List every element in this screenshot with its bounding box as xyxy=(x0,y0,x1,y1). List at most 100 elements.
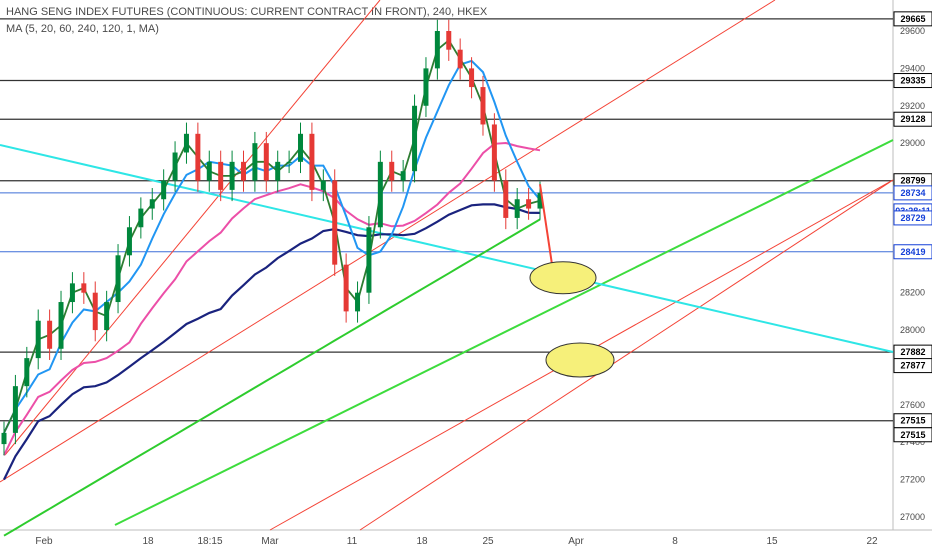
candle-body xyxy=(503,180,509,218)
candle-body xyxy=(434,31,440,69)
candle-body xyxy=(206,161,212,181)
price-badge-label: 29128 xyxy=(900,114,925,124)
x-tick-label: 25 xyxy=(482,536,494,547)
price-badge xyxy=(893,73,932,89)
candle-body xyxy=(263,143,269,181)
price-badge-label: 28729 xyxy=(900,213,925,223)
ma240-line xyxy=(3,218,541,537)
x-tick-label: Apr xyxy=(568,536,584,547)
candle-body xyxy=(457,49,463,69)
price-badge xyxy=(893,210,932,226)
candle-body xyxy=(195,133,201,181)
candle-body xyxy=(469,68,475,88)
candle-body xyxy=(12,386,18,433)
price-badge-label: 27515 xyxy=(900,430,925,440)
x-tick-label: 15 xyxy=(766,536,778,547)
ma60-line xyxy=(3,141,541,456)
candle-body xyxy=(229,161,235,190)
price-badge-label: 28799 xyxy=(900,176,925,186)
cyan-trendline xyxy=(0,144,894,353)
ma-legend: MA (5, 20, 60, 240, 120, 1, MA) xyxy=(6,23,159,35)
price-badge xyxy=(893,111,932,127)
y-tick-label: 28200 xyxy=(900,288,925,298)
candle-body xyxy=(115,255,121,303)
y-tick-label: 27000 xyxy=(900,512,925,522)
price-badge xyxy=(893,185,932,201)
candle-body xyxy=(298,133,304,162)
ma5-line xyxy=(3,38,541,434)
candle-body xyxy=(218,161,224,190)
candle-body xyxy=(126,227,132,256)
target-zone-ellipse xyxy=(545,342,615,378)
candle-body xyxy=(480,87,486,125)
candle-body xyxy=(537,192,543,209)
red-channel-line xyxy=(4,0,381,456)
candle-body xyxy=(491,124,497,181)
candle-body xyxy=(24,358,30,387)
candle-body xyxy=(47,320,53,349)
candle-body xyxy=(423,68,429,106)
ma120-line xyxy=(3,203,541,481)
y-tick-label: 28000 xyxy=(900,325,925,335)
candle-body xyxy=(1,432,7,445)
x-tick-label: 18 xyxy=(142,536,154,547)
price-badge-label: 28419 xyxy=(900,247,925,257)
candle-body xyxy=(377,161,383,228)
price-badge-label: 29335 xyxy=(900,76,925,86)
green-trendline xyxy=(114,139,894,526)
candle-body xyxy=(183,133,189,153)
y-tick-label: 27600 xyxy=(900,400,925,410)
price-badge xyxy=(893,244,932,260)
price-badge-label: 27877 xyxy=(900,361,925,371)
price-badge xyxy=(893,11,932,27)
x-tick-label: 18:15 xyxy=(197,536,222,547)
y-tick-label: 29400 xyxy=(900,63,925,73)
candle-body xyxy=(286,161,292,163)
x-tick-label: Mar xyxy=(261,536,279,547)
candle-body xyxy=(252,143,258,181)
candle-body xyxy=(240,161,246,181)
candle-body xyxy=(400,171,406,181)
candle-body xyxy=(343,264,349,312)
x-tick-label: 8 xyxy=(672,536,678,547)
price-badge-label: 27882 xyxy=(900,347,925,357)
price-badge xyxy=(893,427,932,443)
candle-body xyxy=(69,283,75,303)
y-tick-label: 27200 xyxy=(900,475,925,485)
y-tick-label: 29600 xyxy=(900,26,925,36)
candle-body xyxy=(514,199,520,218)
chart-title: HANG SENG INDEX FUTURES (CONTINUOUS: CUR… xyxy=(6,6,488,18)
candle-body xyxy=(35,320,41,359)
x-tick-label: Feb xyxy=(35,536,53,547)
candle-body xyxy=(412,105,418,172)
x-tick-label: 18 xyxy=(416,536,428,547)
candle-body xyxy=(104,302,110,331)
candle-body xyxy=(81,283,87,293)
candle-body xyxy=(172,152,178,181)
red-channel-line xyxy=(359,179,894,531)
candle-body xyxy=(355,292,361,312)
target-zone-ellipse xyxy=(529,261,597,295)
candle-body xyxy=(275,161,281,181)
y-tick-label: 29000 xyxy=(900,138,925,148)
candle-body xyxy=(332,180,338,265)
x-tick-label: 22 xyxy=(866,536,878,547)
candle-body xyxy=(138,208,144,228)
candle-body xyxy=(161,180,167,200)
price-badge-label: 29665 xyxy=(900,14,925,24)
price-badge-label: 27515 xyxy=(900,416,925,426)
candle-body xyxy=(389,161,395,181)
x-tick-label: 11 xyxy=(347,536,358,547)
candle-body xyxy=(446,31,452,50)
price-badge xyxy=(893,358,932,374)
candle-body xyxy=(309,133,315,190)
candle-body xyxy=(149,199,155,209)
candle-body xyxy=(58,302,64,349)
candle-body xyxy=(320,180,326,190)
candle-body xyxy=(92,292,98,331)
price-badge-label: 28734 xyxy=(900,188,925,198)
candle-body xyxy=(366,227,372,293)
candle-body xyxy=(526,199,532,209)
y-tick-label: 29200 xyxy=(900,101,925,111)
